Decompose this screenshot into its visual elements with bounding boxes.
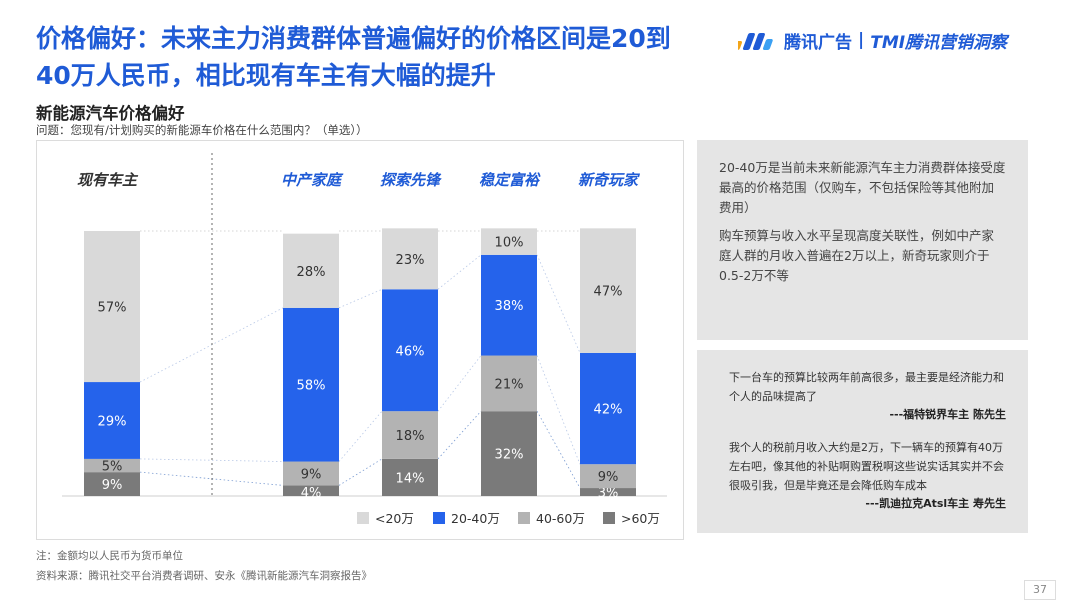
insight-paragraph-2: 购车预算与收入水平呈现高度关联性，例如中产家庭人群的月收入普遍在2万以上，新奇玩…: [719, 228, 995, 283]
legend-swatch: [518, 512, 530, 524]
data-label: 28%: [297, 265, 326, 280]
bar-segment: [481, 228, 537, 255]
connector-line: [437, 254, 482, 290]
category-label: 探索先锋: [380, 171, 442, 189]
bar-segment: [580, 228, 636, 353]
bar-segment: [84, 231, 140, 383]
logo-brand-text: 腾讯广告: [784, 32, 852, 53]
data-label: 47%: [594, 285, 623, 300]
data-label: 14%: [396, 471, 425, 486]
bar-segment: [382, 289, 438, 412]
data-label: 9%: [301, 467, 322, 482]
connector-line: [139, 458, 284, 462]
insight-paragraph-1: 20-40万是当前未来新能源汽车主力消费群体接受度最高的价格范围（仅购车，不包括…: [719, 160, 1006, 215]
data-label: 9%: [598, 470, 619, 485]
bar-segment: [283, 485, 339, 496]
page-number: 37: [1024, 580, 1056, 600]
data-label: 5%: [102, 460, 123, 475]
bar-segment: [580, 464, 636, 489]
bar-segment: [382, 411, 438, 459]
category-label: 现有车主: [77, 171, 139, 189]
connector-line: [139, 307, 284, 383]
bar-segment: [84, 382, 140, 459]
connector-line: [536, 355, 581, 465]
data-label: 29%: [98, 414, 127, 429]
quote-author: ---福特锐界车主 陈先生: [889, 408, 1006, 421]
logo-sub-text: TMI腾讯营销洞察: [870, 32, 1008, 53]
legend-label: <20万: [375, 511, 414, 526]
data-label: 4%: [301, 486, 322, 501]
connector-line: [338, 288, 383, 309]
connector-line: [437, 355, 482, 412]
bar-segment: [580, 488, 636, 496]
data-label: 46%: [396, 344, 425, 359]
quote-text: 下一台车的预算比较两年前高很多，最主要是经济能力和个人的品味提高了: [729, 371, 1004, 403]
chart-panel: 9% 5% 29% 57% 现有车主 4% 9% 58% 28% 中产家庭 14% 18% 46% 23%…: [36, 140, 684, 540]
connector-line: [139, 471, 284, 486]
tencent-ads-logo-icon: [738, 33, 773, 50]
data-label: 42%: [594, 403, 623, 418]
data-label: 23%: [396, 253, 425, 268]
survey-question: 问题：您现有/计划购买的新能源车价格在什么范围内？（单选））: [36, 123, 368, 137]
quote-author: ---凯迪拉克Atsl车主 寿先生: [865, 497, 1006, 510]
brand-logo: 腾讯广告 | TMI腾讯营销洞察: [738, 26, 1007, 54]
category-label: 中产家庭: [281, 171, 344, 189]
data-label: 18%: [396, 429, 425, 444]
quote-text: 我个人的税前月收入大约是2万，下一辆车的预算有40万左右吧，像其他的补贴啊购置税…: [729, 441, 1004, 492]
legend-label: 40-60万: [536, 511, 585, 526]
bar-segment: [580, 352, 636, 465]
legend-label: 20-40万: [451, 511, 500, 526]
data-label: 32%: [495, 448, 524, 463]
legend-swatch: [357, 512, 369, 524]
bar-segment: [84, 458, 140, 473]
data-label: 38%: [495, 299, 524, 314]
data-label: 57%: [98, 301, 127, 316]
stacked-bar-chart: 9% 5% 29% 57% 现有车主 4% 9% 58% 28% 中产家庭 14% 18% 46% 23%…: [62, 153, 667, 526]
category-label: 新奇玩家: [578, 171, 641, 189]
bar-segment: [283, 307, 339, 462]
bar-segment: [84, 472, 140, 496]
bar-segment: [382, 458, 438, 496]
data-label: 58%: [297, 379, 326, 394]
page-title: 价格偏好：未来主力消费群体普遍偏好的价格区间是20到40万人民币，相比现有车主有…: [36, 24, 671, 90]
category-label: 稳定富裕: [479, 171, 541, 189]
legend-label: >60万: [621, 511, 660, 526]
data-label: 9%: [102, 478, 123, 493]
data-label: 3%: [598, 486, 619, 501]
connector-line: [338, 410, 383, 462]
logo-divider: |: [858, 30, 865, 50]
bar-segment: [283, 461, 339, 486]
connector-line: [536, 254, 581, 354]
legend-swatch: [433, 512, 445, 524]
bar-segment: [382, 228, 438, 290]
chart-subtitle: 新能源汽车价格偏好: [36, 104, 185, 123]
legend-swatch: [603, 512, 615, 524]
connector-line: [338, 458, 383, 486]
insight-panel: 20-40万是当前未来新能源汽车主力消费群体接受度最高的价格范围（仅购车，不包括…: [697, 140, 1028, 340]
data-label: 10%: [495, 236, 524, 251]
source-note: 资料来源：腾讯社交平台消费者调研、安永《腾讯新能源汽车洞察报告》: [36, 570, 372, 582]
bar-segment: [481, 254, 537, 356]
bar-segment: [283, 233, 339, 308]
footnote: 注：金额均以人民币为货币单位: [36, 550, 183, 562]
connector-line: [536, 411, 581, 489]
bar-segment: [481, 411, 537, 496]
bar-segment: [481, 355, 537, 412]
quotes-panel: 下一台车的预算比较两年前高很多，最主要是经济能力和个人的品味提高了 ---福特锐…: [697, 350, 1028, 533]
connector-line: [437, 410, 482, 460]
data-label: 21%: [495, 377, 524, 392]
